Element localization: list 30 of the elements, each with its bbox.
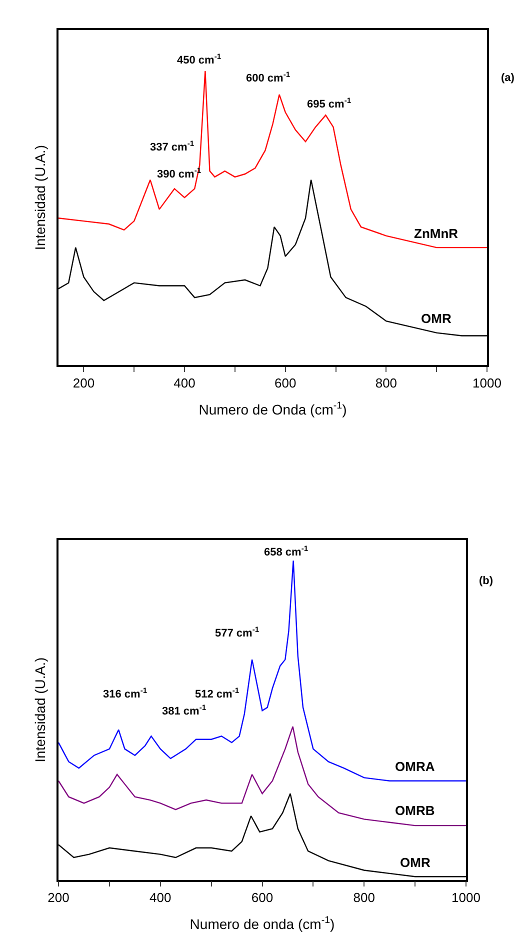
text: 658 cm$^{-1}$: [264, 544, 309, 559]
annotation: 337 cm$^{-1}$: [150, 139, 195, 154]
x-tick-label: 600: [251, 890, 274, 906]
series-label: ZnMnR: [414, 226, 459, 241]
x-axis-title: Numero de Onda (cm$^{-1}$): [198, 400, 347, 418]
series-label: OMRA: [395, 759, 436, 774]
y-axis-title: Intensidad (U.A.): [32, 145, 48, 250]
x-tick-label: 400: [150, 890, 172, 906]
annotation: 316 cm$^{-1}$: [103, 686, 148, 701]
x-tick-label: 1000: [472, 376, 502, 391]
text: (a): [501, 72, 515, 84]
x-axis-title: Numero de onda (cm$^{-1}$): [190, 915, 335, 932]
series-label: OMR: [400, 855, 431, 870]
x-tick-label: 1000: [452, 890, 480, 906]
annotation: 600 cm$^{-1}$: [246, 70, 291, 85]
series-label: OMRB: [395, 803, 435, 818]
y-axis-title: Intensidad (U.A.): [32, 657, 48, 762]
text: (b): [479, 575, 494, 587]
annotation: 577 cm$^{-1}$: [215, 625, 260, 640]
x-tick-label: 800: [353, 890, 375, 906]
x-tick-label: 200: [48, 890, 70, 906]
x-tick-label: 800: [375, 376, 398, 391]
x-tick-label: 600: [274, 376, 296, 391]
annotation: 512 cm$^{-1}$: [195, 686, 240, 701]
annotation: 695 cm$^{-1}$: [307, 96, 352, 111]
annotation: 381 cm$^{-1}$: [162, 703, 207, 718]
x-tick-label: 400: [174, 376, 196, 391]
x-tick-label: 200: [72, 376, 95, 391]
text: 450 cm$^{-1}$: [177, 52, 222, 67]
series-label: OMR: [421, 311, 452, 326]
